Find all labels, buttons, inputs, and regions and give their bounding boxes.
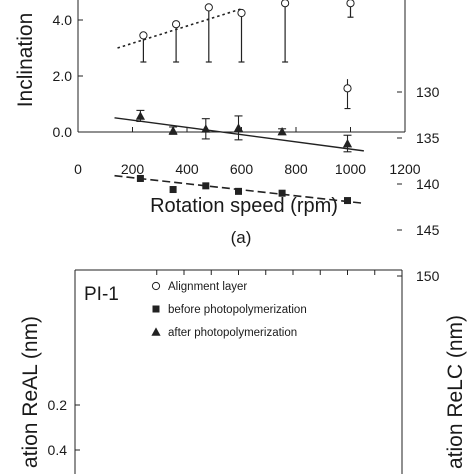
panel-b-title: PI-1 [84,284,119,305]
panel-a-y-tick-label: 0.0 [53,124,73,140]
panel-b-left-y-tick-label: 0.2 [48,397,68,413]
panel-b-right-y-tick-label: 145 [416,222,440,238]
panel-a-x-tick-label: 800 [284,161,308,177]
panel-a-data-point [237,8,246,18]
panel-b-data-point [233,123,244,132]
panel-a-data-point [346,0,355,8]
panel-b: 0.4 0.2 150 145 140 135 130 Alignment layer be… [19,79,467,474]
panel-b-data-point [343,84,352,93]
panel-b-data-point [278,189,286,197]
panel-b-legend-marker [152,305,160,313]
panel-b-data-point [201,124,211,133]
panel-b-left-y-axis-label: ation ReAL (nm) [19,316,42,468]
panel-a-data-point [204,3,213,12]
panel-b-plot-frame [74,269,403,474]
panel-a-y-tick-label: 4.0 [53,12,73,28]
panel-a-data-point [139,31,148,40]
panel-a-fit-line [117,8,242,49]
panel-b-right-y-tick-label: 140 [416,176,440,192]
panel-a-y-tick-label: 2.0 [53,68,73,84]
panel-b-data-point [344,197,351,205]
panel-b-legend-marker [151,281,161,291]
panel-a-x-tick-label: 400 [175,161,199,177]
panel-b-left-y-tick-label: 0.4 [48,442,68,458]
panel-b-right-y-ticks: 150 145 140 135 130 [397,84,440,284]
panel-b-left-y-ticks: 0.4 0.2 [48,397,80,458]
panel-a-x-tick-label: 600 [230,161,254,177]
panel-b-data-point [277,126,287,136]
panel-b-after-fit-line [114,117,364,152]
panel-b-legend-label: after photopolymerization [168,327,297,339]
panel-b-data-point [135,111,145,120]
panel-a-y-ticks: 0.0 2.0 4.0 [53,12,83,140]
panel-a-x-tick-label: 1000 [335,161,366,177]
panel-a-x-ticks: 0 200 400 600 800 1000 1200 [74,127,421,177]
panel-b-right-y-tick-label: 130 [416,84,440,100]
panel-b-right-y-tick-label: 135 [416,130,440,146]
panel-b-data-point [202,182,210,190]
panel-b-data-points [135,79,353,205]
panel-b-right-y-axis-label: ation ReLC (nm) [444,315,467,469]
panel-a: 0.0 2.0 4.0 0 200 400 600 800 1000 1200 Inclinat… [14,0,421,247]
panel-b-legend-marker [151,327,161,336]
panel-a-data-point [281,0,290,8]
panel-b-legend-label: before photopolymerization [168,304,307,316]
panel-b-data-point [136,174,144,182]
panel-a-y-axis-label: Inclination [14,13,37,108]
panel-b-data-point [168,126,178,135]
panel-a-label: (a) [231,228,252,247]
panel-a-x-tick-label: 200 [121,161,145,177]
panel-b-right-y-tick-label: 150 [416,268,440,284]
panel-a-x-tick-label: 0 [74,161,82,177]
panel-b-data-point [235,187,242,195]
panel-b-data-point [342,138,353,148]
panel-b-data-point [169,186,177,194]
panel-a-x-axis-label: Rotation speed (rpm) [150,195,338,217]
panel-b-legend-label: Alignment layer [168,281,247,293]
panel-a-x-tick-label: 1200 [389,161,420,177]
panel-a-data-points [139,0,355,63]
panel-b-legend: Alignment layer before photopolymerizatio… [151,281,307,339]
panel-a-data-point [172,20,181,29]
